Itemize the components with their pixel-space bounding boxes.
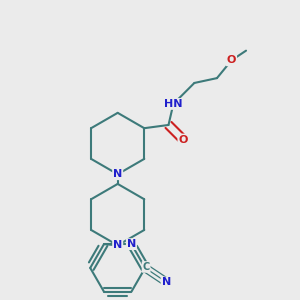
Text: N: N <box>161 278 171 287</box>
Text: O: O <box>227 55 236 65</box>
Text: N: N <box>113 240 122 250</box>
Text: HN: HN <box>164 99 183 109</box>
Text: C: C <box>142 262 150 272</box>
Text: N: N <box>113 169 122 179</box>
Text: O: O <box>178 134 188 145</box>
Text: N: N <box>127 239 136 249</box>
